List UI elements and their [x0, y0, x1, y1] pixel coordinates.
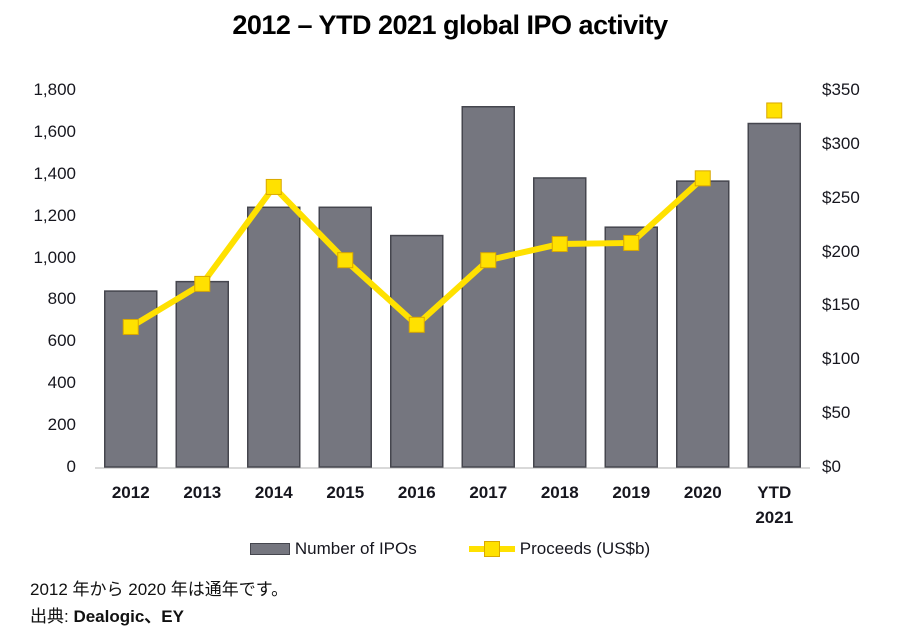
- right-axis-tick-200: $200: [822, 241, 860, 261]
- legend-label-number-of-ipos: Number of IPOs: [294, 539, 417, 558]
- bar-2013: [175, 280, 229, 468]
- bar-2016: [390, 234, 444, 468]
- bar-2015: [318, 206, 372, 468]
- x-axis-label-2018: 2018: [540, 483, 579, 502]
- left-axis-tick-400: 400: [47, 373, 76, 393]
- marker-2018: [551, 236, 568, 253]
- left-axis-tick-800: 800: [47, 289, 76, 309]
- bar-2019: [604, 226, 658, 468]
- legend-item-proceeds: Proceeds (US$b): [468, 539, 651, 559]
- x-axis-label-2014: 2014: [254, 483, 293, 502]
- marker-2019: [623, 234, 640, 251]
- line-swatch-icon: [468, 541, 515, 557]
- marker-2015: [337, 252, 354, 269]
- marker-2017: [480, 252, 497, 269]
- left-axis-tick-1200: 1,200: [33, 205, 76, 225]
- source-names: Dealogic、EY: [73, 607, 184, 626]
- x-axis-label-2012: 2012: [111, 483, 150, 502]
- bar-2018: [533, 177, 587, 468]
- bar-2020: [676, 180, 730, 468]
- left-axis-tick-0: 0: [66, 457, 76, 476]
- marker-ytd-2021: [766, 102, 783, 119]
- right-axis-tick-100: $100: [822, 349, 860, 369]
- x-axis-label-2020: 2020: [683, 483, 722, 502]
- legend-label-proceeds: Proceeds (US$b): [519, 539, 651, 558]
- x-axis-label-2019: 2019: [612, 483, 651, 502]
- bar-2014: [247, 206, 301, 468]
- right-axis-tick-250: $250: [822, 187, 860, 207]
- right-axis-tick-300: $300: [822, 133, 860, 153]
- line-marker-icon: [483, 541, 500, 557]
- left-axis-tick-200: 200: [47, 415, 76, 435]
- legend-item-number-of-ipos: Number of IPOs: [249, 539, 417, 559]
- x-axis-label-2015: 2015: [326, 483, 365, 502]
- legend: Number of IPOs Proceeds (US$b): [0, 536, 900, 562]
- right-axis-tick-350: $350: [822, 80, 860, 99]
- footnote: 2012 年から 2020 年は通年です。: [30, 580, 289, 599]
- bar-swatch-icon: [249, 543, 290, 555]
- x-axis-label-2013: 2013: [183, 483, 222, 502]
- bar-2017: [461, 106, 515, 468]
- left-axis-tick-1000: 1,000: [33, 247, 76, 267]
- source-prefix: 出典:: [30, 607, 74, 626]
- left-axis-tick-1400: 1,400: [33, 163, 76, 183]
- right-axis-tick-0: $0: [822, 457, 841, 476]
- left-axis-tick-600: 600: [47, 331, 76, 351]
- marker-2012: [122, 318, 139, 335]
- x-axis-label-ytd-2021: YTD 2021: [755, 483, 794, 527]
- left-axis-tick-1800: 1,800: [33, 80, 76, 99]
- bar-ytd-2021: [747, 122, 801, 468]
- source-line: 出典: Dealogic、EY: [30, 602, 184, 627]
- marker-2016: [408, 316, 425, 333]
- x-axis-label-2017: 2017: [469, 483, 508, 502]
- plot-area: [95, 102, 810, 469]
- chart-title: 2012 – YTD 2021 global IPO activity: [232, 10, 668, 40]
- marker-2013: [194, 275, 211, 292]
- marker-2014: [265, 178, 282, 195]
- right-axis-tick-150: $150: [822, 295, 860, 315]
- marker-2020: [694, 170, 711, 187]
- right-axis-tick-50: $50: [822, 403, 851, 423]
- x-axis-label-2016: 2016: [397, 483, 436, 502]
- left-axis-tick-1600: 1,600: [33, 121, 76, 141]
